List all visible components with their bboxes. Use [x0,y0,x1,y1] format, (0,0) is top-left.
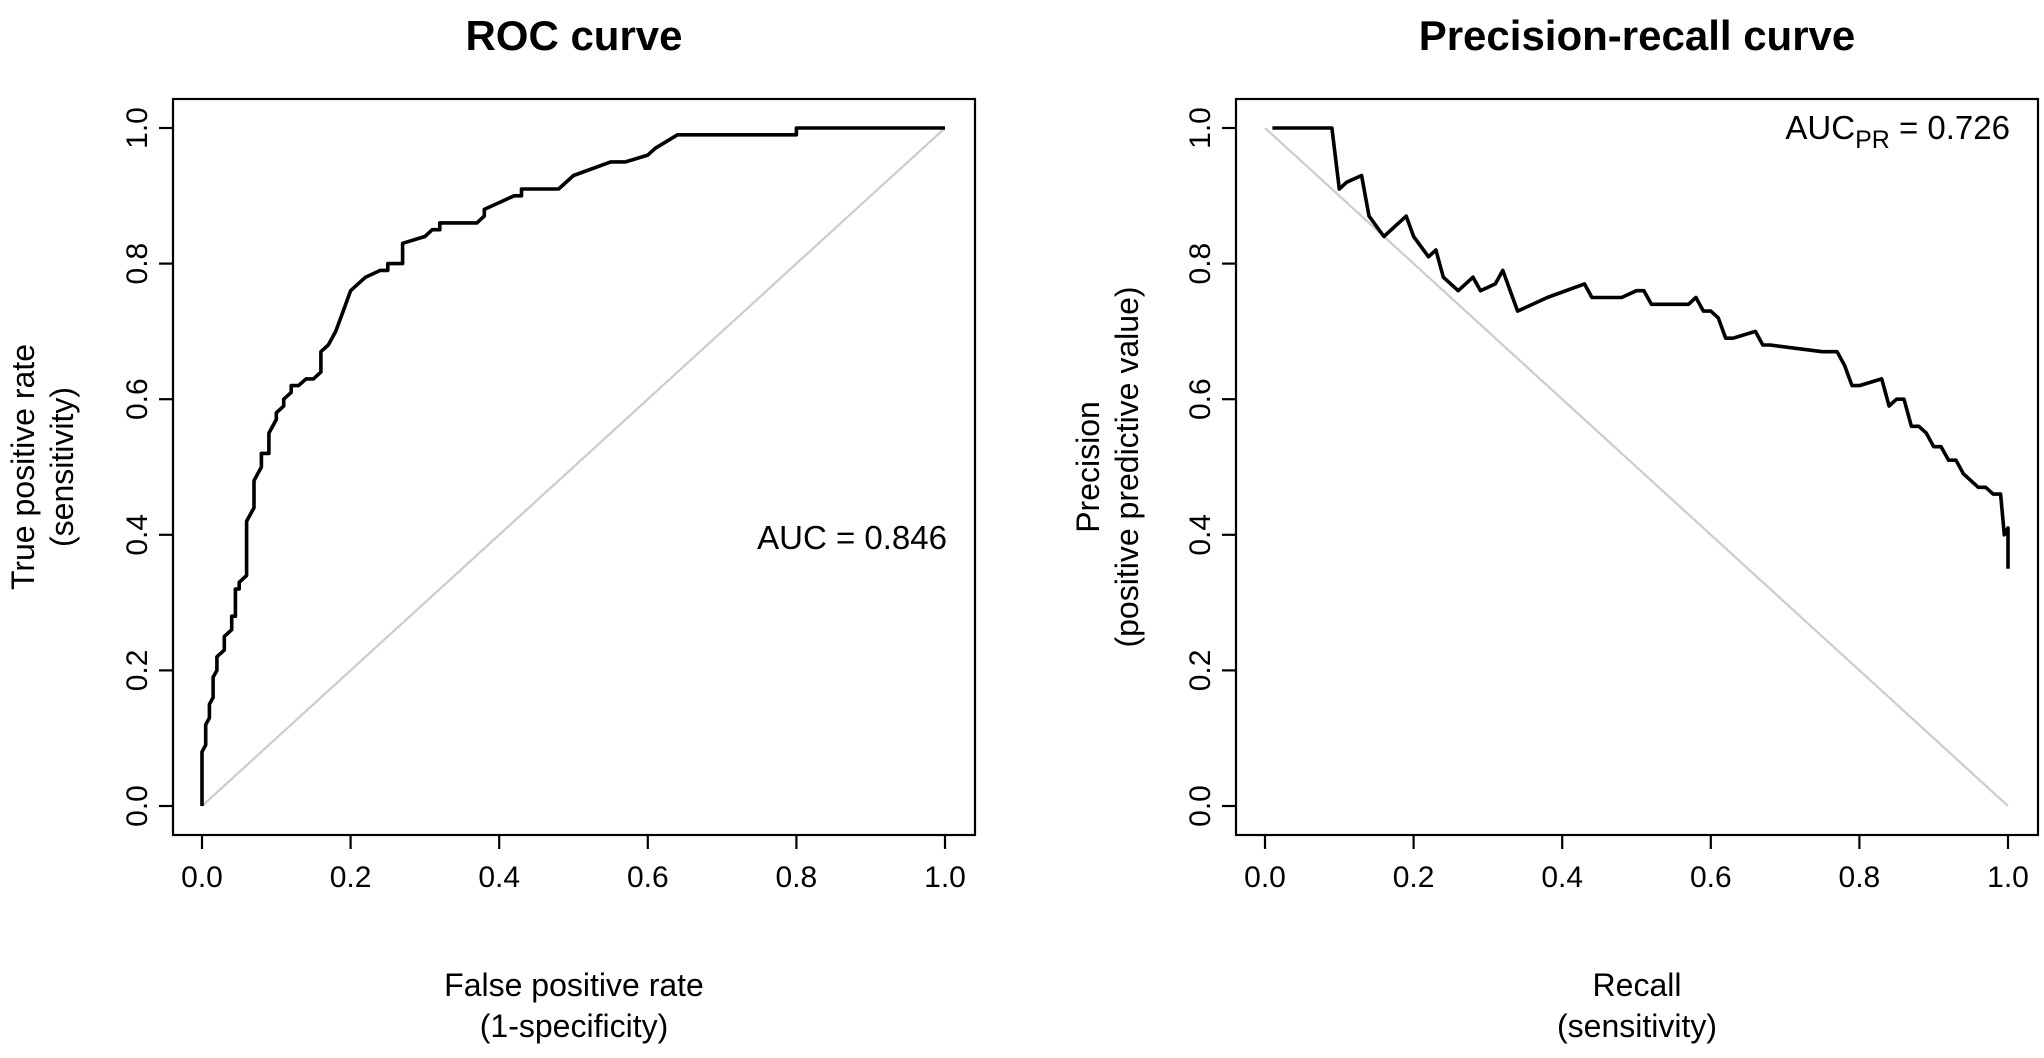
pr-y-tick-label: 1.0 [1184,107,1217,149]
pr-auc-annotation-main: AUC [1785,109,1855,146]
roc-x-tick-label: 0.8 [776,861,818,894]
pr-x-ticks: 0.0 0.2 0.4 0.6 0.8 1.0 [1244,835,2029,894]
roc-x-tick-label: 0.0 [181,861,223,894]
pr-plot-frame [1234,97,2040,837]
roc-y-tick-label: 0.4 [121,514,154,556]
roc-series [200,126,945,806]
pr-title: Precision-recall curve [1419,12,1856,59]
pr-auc-annotation-sub: PR [1855,126,1890,154]
roc-y-tick-label: 0.6 [121,378,154,420]
roc-panel: ROC curve 0.0 0.2 0.4 0.6 0.8 1.0 0.00.20.40.… [5,12,977,1044]
roc-title: ROC curve [465,12,682,59]
pr-x-tick-label: 0.2 [1393,861,1435,894]
roc-x-tick-label: 1.0 [924,861,966,894]
roc-reference-diagonal [201,127,946,807]
roc-x-axis-label: False positive rate [444,967,704,1003]
pr-curve-line [1272,126,2010,569]
roc-y-tick-label: 0.2 [121,650,154,692]
roc-x-axis-sublabel: (1-specificity) [480,1008,668,1044]
roc-x-tick-label: 0.4 [478,861,520,894]
roc-x-ticks: 0.0 0.2 0.4 0.6 0.8 1.0 [181,835,966,894]
pr-series [1272,126,2010,569]
roc-y-tick-label: 1.0 [121,107,154,149]
pr-x-axis-sublabel: (sensitivity) [1557,1008,1717,1044]
pr-y-tick-label: 0.0 [1184,785,1217,827]
pr-x-axis-label: Recall [1593,967,1682,1003]
pr-panel: Precision-recall curve 0.0 0.2 0.4 0.6 0.8 1.… [1070,12,2040,1044]
pr-y-axis-label: Precision [1070,401,1106,533]
roc-curve-line [200,126,945,806]
pr-reference-line [1264,127,2009,807]
roc-reference-line [201,127,946,807]
pr-y-tick-label: 0.2 [1184,650,1217,692]
roc-auc-annotation: AUC = 0.846 [757,519,947,556]
pr-y-ticks: 0.0 0.2 0.4 0.6 0.8 1.0 [1184,107,1236,827]
roc-y-tick-label: 0.0 [121,785,154,827]
pr-auc-annotation-rest: = 0.726 [1890,109,2010,146]
roc-y-tick-label: 0.8 [121,243,154,285]
pr-y-tick-label: 0.6 [1184,378,1217,420]
roc-y-axis-sublabel: (sensitivity) [44,387,80,547]
pr-x-tick-label: 0.4 [1541,861,1583,894]
pr-y-tick-label: 0.4 [1184,514,1217,556]
pr-auc-annotation: AUCPR = 0.726 [1785,109,2010,154]
pr-y-axis-sublabel: (positive predictive value) [1109,286,1145,647]
pr-y-tick-label: 0.8 [1184,243,1217,285]
roc-y-axis-label: True positive rate [5,344,41,590]
pr-x-tick-label: 0.8 [1839,861,1881,894]
roc-y-ticks: 0.0 0.2 0.4 0.6 0.8 1.0 [121,107,173,827]
roc-x-tick-label: 0.6 [627,861,669,894]
roc-plot-frame [171,97,977,837]
pr-x-tick-label: 0.6 [1690,861,1732,894]
pr-x-tick-label: 0.0 [1244,861,1286,894]
pr-x-tick-label: 1.0 [1987,861,2029,894]
pr-reference-diagonal [1264,127,2009,807]
roc-x-tick-label: 0.2 [330,861,372,894]
